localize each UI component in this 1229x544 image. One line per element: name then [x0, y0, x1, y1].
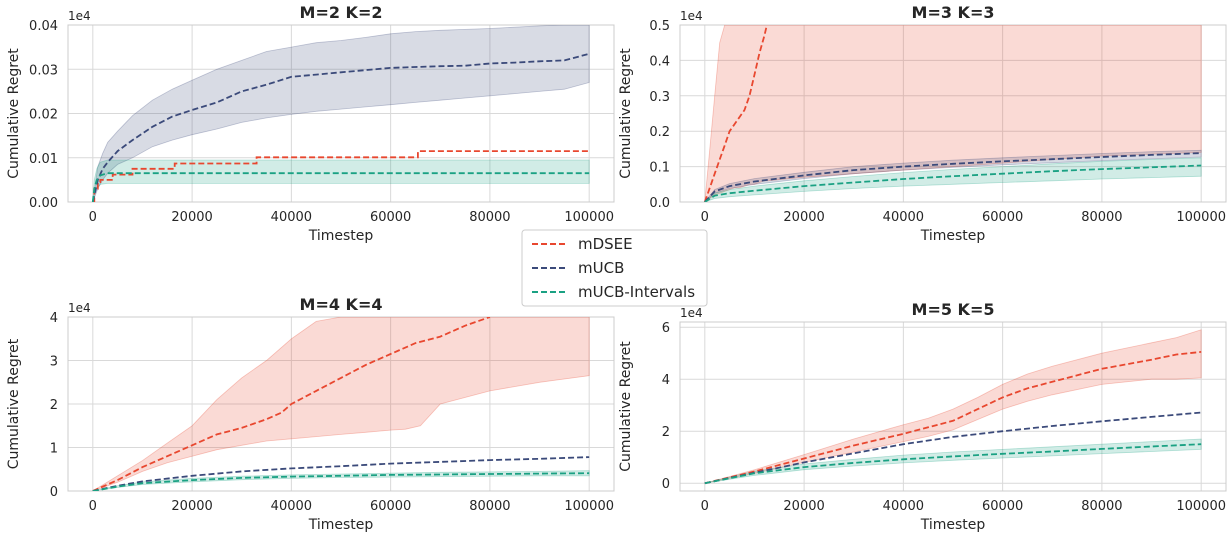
y-tick-label: 0.3: [649, 90, 670, 105]
y-axis-label: Cumulative Regret: [618, 341, 634, 472]
confidence-band-mUCB: [92, 25, 590, 202]
y-tick-label: 0: [50, 485, 58, 500]
series-line-mUCB: [92, 456, 590, 491]
legend-label: mUCB-Intervals: [578, 283, 695, 301]
plot-frame: [679, 24, 1227, 203]
x-axis-label: Timestep: [920, 517, 986, 533]
y-axis-label: Cumulative Regret: [618, 48, 634, 179]
x-tick-label: 20000: [783, 210, 824, 225]
x-tick-label: 100000: [564, 499, 614, 514]
legend-label: mUCB: [578, 259, 624, 277]
y-axis-label: Cumulative Regret: [6, 338, 22, 469]
axis-multiplier: 1e4: [68, 301, 91, 315]
x-tick-label: 80000: [1081, 499, 1122, 514]
y-tick-label: 2: [662, 425, 670, 440]
confidence-band-mUCB-Intervals: [704, 157, 1202, 202]
x-axis-label: Timestep: [308, 517, 374, 533]
y-tick-label: 6: [662, 321, 670, 336]
x-tick-label: 60000: [982, 210, 1023, 225]
y-axis-label: Cumulative Regret: [6, 48, 22, 179]
y-tick-label: 1: [50, 442, 58, 457]
axis-multiplier: 1e4: [68, 9, 91, 23]
x-tick-label: 60000: [370, 499, 411, 514]
x-tick-label: 100000: [564, 210, 614, 225]
series-line-mUCB: [91, 52, 590, 202]
y-tick-label: 0.02: [29, 108, 58, 123]
y-tick-label: 0.01: [29, 152, 58, 167]
plot-frame: [67, 316, 615, 492]
x-tick-label: 40000: [883, 210, 924, 225]
y-tick-label: 4: [50, 311, 58, 326]
chart-title: M=3 K=3: [912, 3, 995, 22]
x-tick-label: 20000: [171, 210, 212, 225]
legend-label: mDSEE: [578, 235, 633, 253]
x-axis-label: Timestep: [920, 228, 986, 244]
chart-panel-1: 0 20000 40000 60000 80000 100000 0.00 0.01 0.02 0…: [6, 3, 615, 244]
y-tick-label: 0.2: [649, 125, 670, 140]
legend: mDSEE mUCB mUCB-Intervals: [521, 229, 708, 307]
x-tick-label: 0: [89, 499, 97, 514]
plot-area: [91, 25, 590, 202]
legend-box: [521, 229, 708, 307]
x-tick-label: 40000: [271, 210, 312, 225]
confidence-band-mUCB-Intervals: [92, 159, 590, 202]
x-tick-label: 60000: [370, 210, 411, 225]
x-tick-label: 0: [701, 210, 709, 225]
plot-frame: [679, 321, 1227, 492]
axis-multiplier: 1e4: [680, 9, 703, 23]
chart-title: M=2 K=2: [300, 3, 383, 22]
plot-area: [92, 317, 590, 491]
confidence-band-mUCB-Intervals: [704, 438, 1202, 484]
x-tick-label: 80000: [1081, 210, 1122, 225]
y-tick-label: 0.4: [649, 54, 670, 69]
confidence-band-mDSEE: [92, 317, 590, 491]
y-tick-label: 0.0: [649, 196, 670, 211]
y-tick-label: 2: [50, 398, 58, 413]
y-tick-label: 3: [50, 355, 58, 370]
series-line-mUCB-Intervals: [704, 164, 1202, 202]
x-axis-label: Timestep: [308, 228, 374, 244]
plot-area: [703, 25, 1202, 202]
x-tick-label: 20000: [783, 499, 824, 514]
chart-panel-2: 0 20000 40000 60000 80000 100000 0.0 0.1 0.2 0.3 0…: [618, 3, 1227, 244]
x-tick-label: 20000: [171, 499, 212, 514]
x-tick-label: 100000: [1176, 499, 1226, 514]
y-tick-label: 0.04: [29, 19, 58, 34]
plot-area: [704, 329, 1202, 485]
x-tick-label: 40000: [271, 499, 312, 514]
chart-panel-3: 0 20000 40000 60000 80000 100000 0 1 2 3 4 1e4 M=4 K…: [6, 295, 615, 533]
series-line-mUCB-Intervals: [704, 443, 1202, 485]
series-line-mUCB-Intervals: [91, 172, 590, 202]
x-tick-label: 80000: [469, 210, 510, 225]
y-tick-label: 0.5: [649, 19, 670, 34]
series-line-mDSEE: [704, 351, 1202, 485]
y-tick-label: 0.00: [29, 196, 58, 211]
chart-title: M=4 K=4: [300, 295, 383, 314]
plot-frame: [67, 24, 615, 203]
series-line-mUCB: [704, 152, 1202, 202]
axis-multiplier: 1e4: [680, 306, 703, 320]
x-tick-label: 0: [89, 210, 97, 225]
x-tick-label: 60000: [982, 499, 1023, 514]
x-tick-label: 40000: [883, 499, 924, 514]
series-line-mDSEE: [703, 25, 768, 202]
series-line-mDSEE: [92, 317, 491, 491]
confidence-band-mDSEE: [704, 329, 1202, 484]
x-tick-label: 100000: [1176, 210, 1226, 225]
chart-title: M=5 K=5: [912, 300, 995, 319]
chart-panel-4: 0 20000 40000 60000 80000 100000 0 2 4 6 1e4 M=5 K=…: [618, 300, 1227, 533]
series-line-mUCB: [704, 411, 1202, 485]
series-line-mDSEE: [92, 150, 590, 202]
x-tick-label: 0: [701, 499, 709, 514]
y-tick-label: 0: [662, 477, 670, 492]
x-tick-label: 80000: [469, 499, 510, 514]
series-line-mUCB-Intervals: [92, 472, 590, 491]
y-tick-label: 0.03: [29, 63, 58, 78]
y-tick-label: 4: [662, 373, 670, 388]
y-tick-label: 0.1: [649, 161, 670, 176]
